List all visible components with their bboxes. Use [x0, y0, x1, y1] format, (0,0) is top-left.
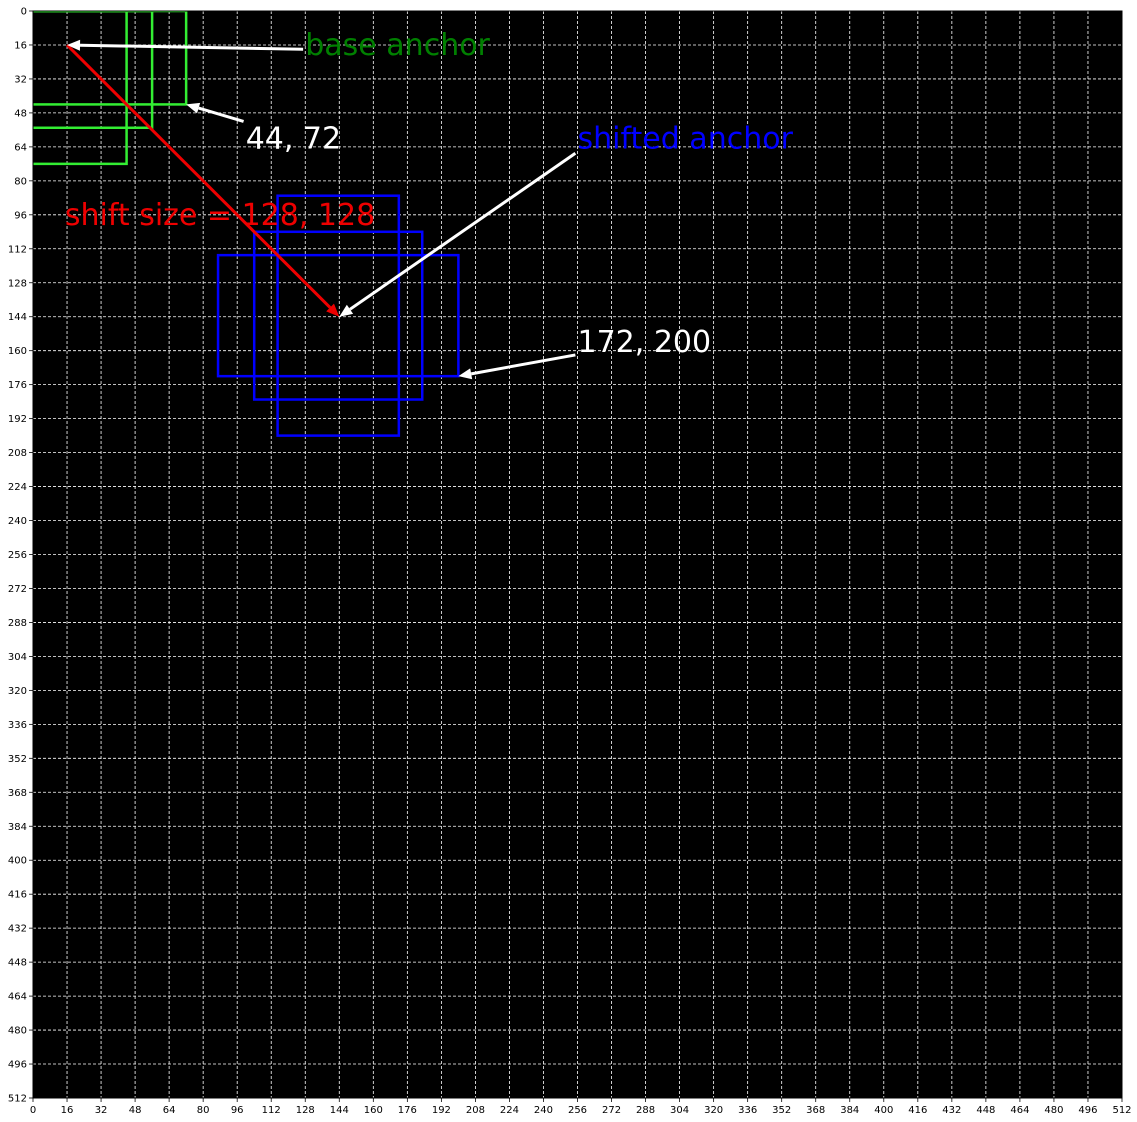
base-anchor-box-0 — [33, 11, 128, 166]
y-tick-label-16: 16 — [14, 40, 27, 51]
annotation-text-2: shifted anchor — [578, 121, 794, 156]
annotation-arrow-3-head — [458, 368, 473, 380]
x-tick-label-0: 0 — [30, 1105, 36, 1116]
x-tick-label-240: 240 — [534, 1105, 553, 1116]
annotations: base anchor 44, 72 shifted anchor 172, 200 s… — [65, 28, 794, 360]
y-tick-label-176: 176 — [8, 380, 27, 391]
y-tick-label-32: 32 — [14, 74, 27, 85]
x-tick-label-352: 352 — [772, 1105, 791, 1116]
shift-arrow-shaft — [65, 43, 332, 309]
x-tick-label-96: 96 — [231, 1105, 244, 1116]
x-tick-label-208: 208 — [466, 1105, 485, 1116]
y-tick-label-368: 368 — [8, 788, 27, 799]
plot-frame — [32, 10, 1123, 1099]
x-tick-label-112: 112 — [262, 1105, 281, 1116]
y-tick-label-80: 80 — [14, 176, 27, 187]
annotation-arrow-2-shaft — [349, 152, 577, 311]
annotation-arrow-1-shaft — [198, 106, 244, 123]
annotation-arrow-3-shaft — [470, 353, 576, 376]
y-tick-label-256: 256 — [8, 550, 27, 561]
x-tick-label-48: 48 — [129, 1105, 142, 1116]
y-tick-label-432: 432 — [8, 924, 27, 935]
x-tick-label-400: 400 — [874, 1105, 893, 1116]
y-tick-label-384: 384 — [8, 822, 27, 833]
x-tick-label-16: 16 — [61, 1105, 74, 1116]
y-tick-label-112: 112 — [8, 244, 27, 255]
x-tick-label-384: 384 — [840, 1105, 859, 1116]
x-tick-label-192: 192 — [432, 1105, 451, 1116]
shifted-anchor-box-1 — [252, 230, 424, 401]
x-tick-label-32: 32 — [95, 1105, 108, 1116]
arrows — [65, 39, 577, 380]
y-tick-label-208: 208 — [8, 448, 27, 459]
shifted-anchor-box-2 — [216, 253, 460, 378]
y-tick-label-48: 48 — [14, 108, 27, 119]
y-tick-label-352: 352 — [8, 754, 27, 765]
annotation-text-1: 44, 72 — [246, 121, 341, 156]
y-tick-label-0: 0 — [21, 7, 27, 18]
y-tick-label-304: 304 — [8, 652, 27, 663]
y-tick-label-288: 288 — [8, 618, 27, 629]
annotation-arrow-2-head — [339, 304, 354, 317]
x-tick-label-464: 464 — [1010, 1105, 1029, 1116]
y-tick-label-128: 128 — [8, 278, 27, 289]
x-tick-label-304: 304 — [670, 1105, 689, 1116]
y-tick-label-480: 480 — [8, 1026, 27, 1037]
y-tick-label-416: 416 — [8, 890, 27, 901]
annotation-text-4: shift size = 128, 128 — [65, 198, 375, 233]
annotation-arrow-0-shaft — [80, 43, 304, 51]
x-tick-label-256: 256 — [568, 1105, 587, 1116]
x-tick-label-160: 160 — [364, 1105, 383, 1116]
y-tick-label-272: 272 — [8, 584, 27, 595]
annotation-arrow-1-head — [186, 102, 201, 114]
y-tick-label-96: 96 — [14, 210, 27, 221]
x-tick-label-64: 64 — [163, 1105, 176, 1116]
anchor-boxes — [33, 11, 460, 437]
y-tick-label-400: 400 — [8, 856, 27, 867]
x-tick-label-336: 336 — [738, 1105, 757, 1116]
x-tick-label-176: 176 — [398, 1105, 417, 1116]
x-tick-label-272: 272 — [602, 1105, 621, 1116]
y-tick-label-192: 192 — [8, 414, 27, 425]
x-tick-label-80: 80 — [197, 1105, 210, 1116]
y-tick-label-448: 448 — [8, 958, 27, 969]
base-anchor-box-1 — [33, 11, 154, 130]
x-tick-label-448: 448 — [976, 1105, 995, 1116]
x-tick-label-224: 224 — [500, 1105, 519, 1116]
y-tick-label-512: 512 — [8, 1094, 27, 1105]
y-tick-label-64: 64 — [14, 142, 27, 153]
x-tick-label-512: 512 — [1112, 1105, 1131, 1116]
x-tick-label-144: 144 — [330, 1105, 349, 1116]
y-tick-label-160: 160 — [8, 346, 27, 357]
annotation-arrow-0-head — [67, 39, 81, 51]
x-tick-label-496: 496 — [1078, 1105, 1097, 1116]
x-tick-label-480: 480 — [1044, 1105, 1063, 1116]
x-tick-label-368: 368 — [806, 1105, 825, 1116]
y-tick-label-496: 496 — [8, 1060, 27, 1071]
y-tick-label-144: 144 — [8, 312, 27, 323]
annotation-text-0: base anchor — [305, 28, 490, 63]
x-tick-label-416: 416 — [908, 1105, 927, 1116]
shifted-anchor-box-0 — [276, 194, 401, 437]
x-tick-label-320: 320 — [704, 1105, 723, 1116]
y-tick-label-224: 224 — [8, 482, 27, 493]
annotation-text-3: 172, 200 — [578, 325, 712, 360]
y-tick-label-240: 240 — [8, 516, 27, 527]
y-tick-label-320: 320 — [8, 686, 27, 697]
base-anchor-box-2 — [33, 11, 188, 106]
x-tick-label-432: 432 — [942, 1105, 961, 1116]
shift-arrow-head — [326, 303, 340, 317]
x-tick-label-128: 128 — [296, 1105, 315, 1116]
x-tick-label-288: 288 — [636, 1105, 655, 1116]
ticks: 0 16 32 48 64 80 96 112 128 144 160 176 192 208 224 240… — [8, 7, 1132, 1117]
y-tick-label-464: 464 — [8, 992, 27, 1003]
y-tick-label-336: 336 — [8, 720, 27, 731]
